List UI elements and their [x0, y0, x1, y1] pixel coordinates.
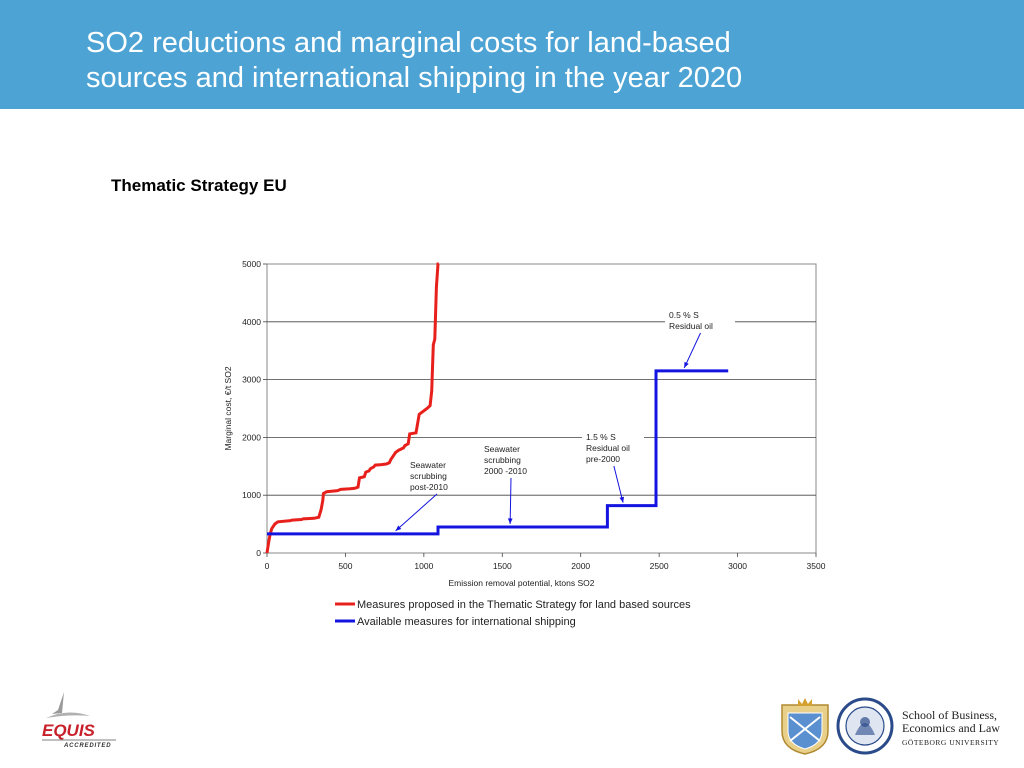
annotation-arrow	[613, 465, 624, 503]
series-group	[267, 369, 729, 536]
y-tick-label: 5000	[242, 259, 261, 269]
slide-title: SO2 reductions and marginal costs for la…	[86, 26, 986, 96]
annotation-text: scrubbing	[410, 471, 447, 481]
annotation-arrowhead	[684, 361, 689, 368]
annotation-text: pre-2000	[586, 454, 620, 464]
annotation-text: Residual oil	[586, 443, 630, 453]
slide-title-line-1: SO2 reductions and marginal costs for la…	[86, 27, 731, 59]
legend-label: Measures proposed in the Thematic Strate…	[357, 599, 691, 611]
x-tick-label: 500	[338, 561, 352, 571]
school-name: School of Business, Economics and Law GÖ…	[902, 709, 1022, 749]
x-tick-label: 0	[265, 561, 270, 571]
equis-sub-label: ACCREDITED	[63, 743, 111, 749]
plot-frame	[266, 263, 817, 554]
annotation-arrow	[683, 332, 701, 369]
school-line-1: School of Business,	[902, 708, 998, 722]
school-line-3: GÖTEBORG UNIVERSITY	[902, 738, 1000, 747]
annotation-arrowhead	[395, 525, 402, 531]
x-tick-label: 2000	[571, 561, 590, 571]
series-line-shipping	[267, 369, 729, 536]
x-tick-label: 3000	[728, 561, 747, 571]
annotation-text: Seawater	[484, 444, 520, 454]
legend-entry: Available measures for international shi…	[335, 616, 576, 628]
annotation-arrow	[509, 477, 512, 524]
y-tick-label: 1000	[242, 490, 261, 500]
x-axis-label: Emission removal potential, ktons SO2	[449, 578, 595, 588]
annotation-text: scrubbing	[484, 455, 521, 465]
x-tick-label: 2500	[650, 561, 669, 571]
shield-seal-icon	[781, 698, 829, 755]
y-tick-label: 0	[256, 548, 261, 558]
equis-label: EQUIS	[42, 721, 96, 740]
equis-logo: EQUIS ACCREDITED	[42, 692, 116, 749]
legend-label: Available measures for international shi…	[357, 616, 576, 628]
slide-title-line-2: sources and international shipping in th…	[86, 62, 743, 94]
y-axis-label: Marginal cost, €/t SO2	[223, 366, 233, 450]
round-seal-icon	[836, 697, 894, 755]
annotation-text: Residual oil	[669, 321, 713, 331]
x-tick-label: 1000	[414, 561, 433, 571]
y-tick-label: 4000	[242, 317, 261, 327]
school-line-2: Economics and Law	[902, 721, 1000, 735]
x-tick-label: 3500	[807, 561, 826, 571]
annotation-bg	[665, 308, 735, 333]
section-subtitle: Thematic Strategy EU	[111, 176, 287, 195]
annotation-text: Seawater	[410, 460, 446, 470]
annotation-arrow	[395, 493, 438, 532]
series-line-land-based	[265, 262, 440, 554]
annotation-text: 1.5 % S	[586, 432, 616, 442]
annotation-text: post-2010	[410, 482, 448, 492]
y-tick-label: 3000	[242, 375, 261, 385]
y-tick-label: 2000	[242, 432, 261, 442]
legend-entry: Measures proposed in the Thematic Strate…	[335, 599, 691, 611]
annotation-bg	[582, 430, 644, 466]
annotation-bg	[406, 458, 466, 494]
x-tick-label: 1500	[493, 561, 512, 571]
series-group	[265, 262, 440, 554]
annotation-bg	[480, 442, 540, 478]
university-seals	[781, 697, 894, 755]
annotation-arrowhead	[507, 518, 513, 524]
annotation-arrowhead	[619, 496, 624, 503]
annotation-text: 2000 -2010	[484, 466, 527, 476]
annotation-text: 0.5 % S	[669, 310, 699, 320]
header-band	[0, 0, 1024, 109]
